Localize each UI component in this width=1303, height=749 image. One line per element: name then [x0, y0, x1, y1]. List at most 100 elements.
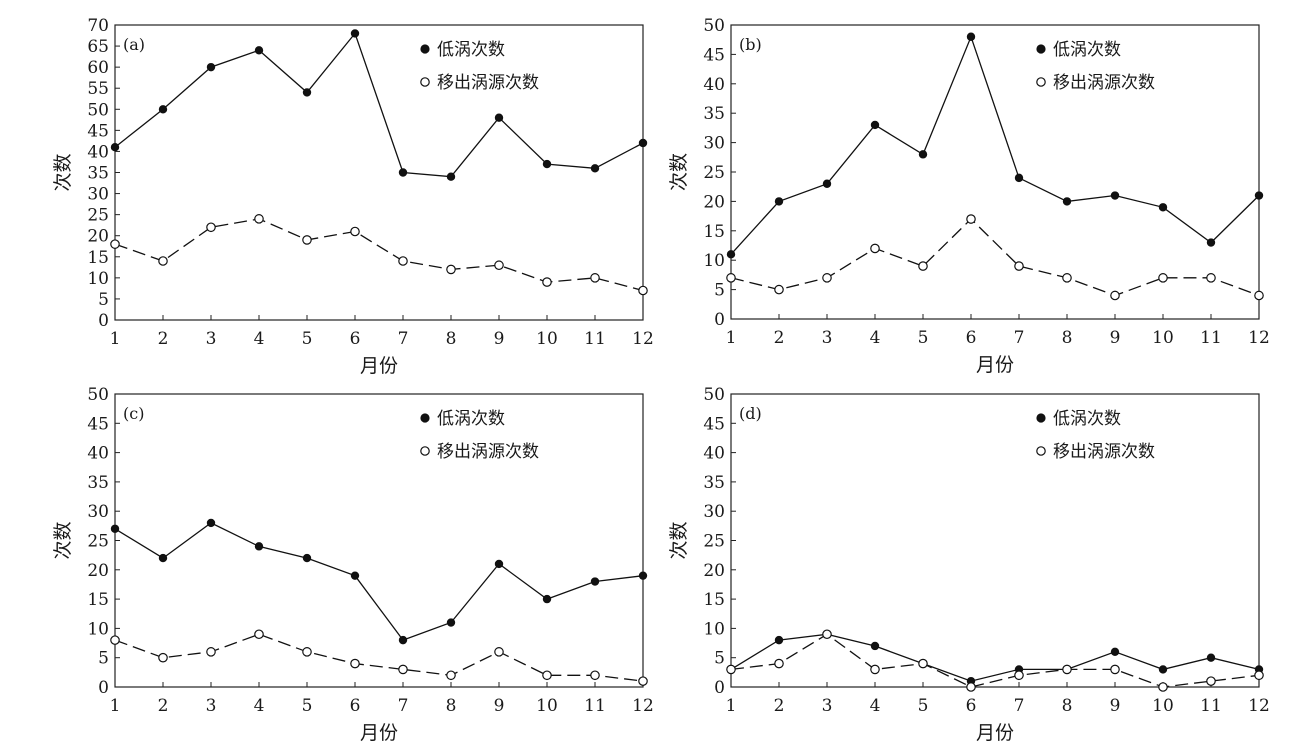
data-point-1-9: [494, 113, 504, 122]
plot-frame: [730, 393, 1260, 688]
data-point-2-12: [1254, 290, 1264, 301]
x-tick-label: 6: [350, 329, 361, 349]
data-point-1-2: [158, 105, 168, 114]
y-tick-label: 25: [703, 532, 725, 552]
x-tick-label: 12: [1248, 328, 1270, 348]
legend-label-1: 低涡次数: [1053, 40, 1121, 60]
series-line-1: [114, 522, 644, 641]
y-tick-label: 40: [703, 75, 725, 95]
data-point-1-1: [110, 524, 120, 533]
data-point-2-3: [822, 629, 832, 640]
legend-label-1: 低涡次数: [437, 409, 505, 429]
data-point-2-5: [918, 261, 928, 271]
y-tick-label: 50: [703, 385, 725, 405]
y-tick-label: 35: [703, 473, 725, 493]
x-tick-label: 4: [254, 696, 265, 716]
data-point-1-8: [446, 172, 456, 181]
data-point-1-11: [590, 577, 600, 586]
data-point-1-9: [1110, 647, 1120, 657]
y-tick-label: 50: [703, 16, 725, 36]
series-line-2: [730, 218, 1260, 297]
x-axis-title: 月份: [976, 354, 1014, 376]
x-tick-label: 10: [536, 696, 558, 716]
y-tick-label: 30: [87, 185, 109, 205]
data-point-1-3: [206, 62, 216, 72]
data-point-2-11: [1206, 273, 1216, 283]
y-tick-label: 65: [87, 37, 109, 57]
y-tick-label: 45: [703, 414, 725, 434]
y-tick-label: 40: [87, 444, 109, 464]
data-point-1-4: [254, 46, 264, 55]
x-tick-label: 4: [870, 696, 881, 716]
data-point-2-11: [590, 273, 600, 283]
x-tick-label: 8: [446, 696, 457, 716]
x-tick-label: 1: [110, 696, 121, 716]
y-axis-title: 次数: [52, 521, 74, 559]
data-point-1-10: [542, 159, 552, 169]
legend-marker-2: [420, 77, 430, 87]
y-tick-label: 0: [714, 310, 725, 330]
data-point-2-1: [726, 273, 736, 283]
data-point-2-9: [1110, 290, 1120, 301]
x-tick-label: 11: [584, 696, 606, 716]
data-point-2-9: [1110, 664, 1120, 675]
y-tick-label: 10: [87, 619, 109, 639]
data-point-1-6: [966, 32, 976, 41]
data-point-2-2: [774, 658, 784, 669]
legend-marker-2: [420, 446, 430, 456]
panel-label: (a): [123, 35, 145, 54]
legend-label-1: 低涡次数: [437, 40, 505, 60]
y-tick-label: 25: [87, 532, 109, 552]
data-point-1-1: [726, 250, 736, 259]
x-tick-label: 1: [726, 696, 737, 716]
x-tick-label: 3: [822, 328, 833, 348]
plot-frame: [114, 24, 644, 321]
y-tick-label: 10: [703, 619, 725, 639]
data-point-2-6: [966, 682, 976, 692]
x-tick-label: 10: [536, 329, 558, 349]
data-point-1-11: [590, 164, 600, 173]
x-tick-label: 12: [632, 329, 654, 349]
y-tick-label: 25: [87, 206, 109, 226]
x-tick-label: 4: [870, 328, 881, 348]
x-axis-title: 月份: [360, 722, 398, 744]
data-point-1-11: [1206, 238, 1216, 247]
legend-label-2: 移出涡源次数: [1053, 73, 1155, 93]
y-tick-label: 5: [98, 649, 109, 669]
data-point-2-8: [446, 264, 456, 275]
data-point-2-9: [494, 260, 504, 271]
y-tick-label: 35: [87, 164, 109, 184]
data-point-2-5: [302, 235, 312, 245]
data-point-1-2: [774, 197, 784, 206]
y-tick-label: 40: [703, 444, 725, 464]
x-tick-label: 5: [918, 696, 929, 716]
data-point-2-2: [158, 256, 168, 266]
x-tick-label: 2: [774, 696, 785, 716]
data-point-2-7: [1014, 261, 1024, 271]
y-axis-title: 次数: [668, 521, 690, 559]
data-point-2-2: [774, 284, 784, 295]
y-tick-label: 70: [87, 16, 109, 36]
x-tick-label: 11: [584, 329, 606, 349]
data-point-2-8: [1062, 273, 1072, 283]
data-point-1-8: [446, 618, 456, 627]
series-line-1: [730, 34, 1260, 255]
x-tick-label: 6: [350, 696, 361, 716]
data-point-2-8: [446, 670, 456, 681]
x-axis-title: 月份: [976, 722, 1014, 744]
data-point-2-1: [110, 239, 120, 249]
x-tick-label: 1: [110, 329, 121, 349]
data-point-2-1: [110, 635, 120, 645]
series-line-1: [114, 32, 644, 178]
y-tick-label: 30: [703, 134, 725, 154]
x-tick-label: 8: [1062, 328, 1073, 348]
x-tick-label: 6: [966, 696, 977, 716]
data-point-2-6: [350, 226, 360, 237]
panel-label: (c): [123, 404, 144, 423]
y-tick-label: 5: [98, 290, 109, 310]
data-point-2-10: [1158, 273, 1168, 283]
x-tick-label: 7: [1014, 696, 1025, 716]
y-tick-label: 0: [98, 311, 109, 331]
